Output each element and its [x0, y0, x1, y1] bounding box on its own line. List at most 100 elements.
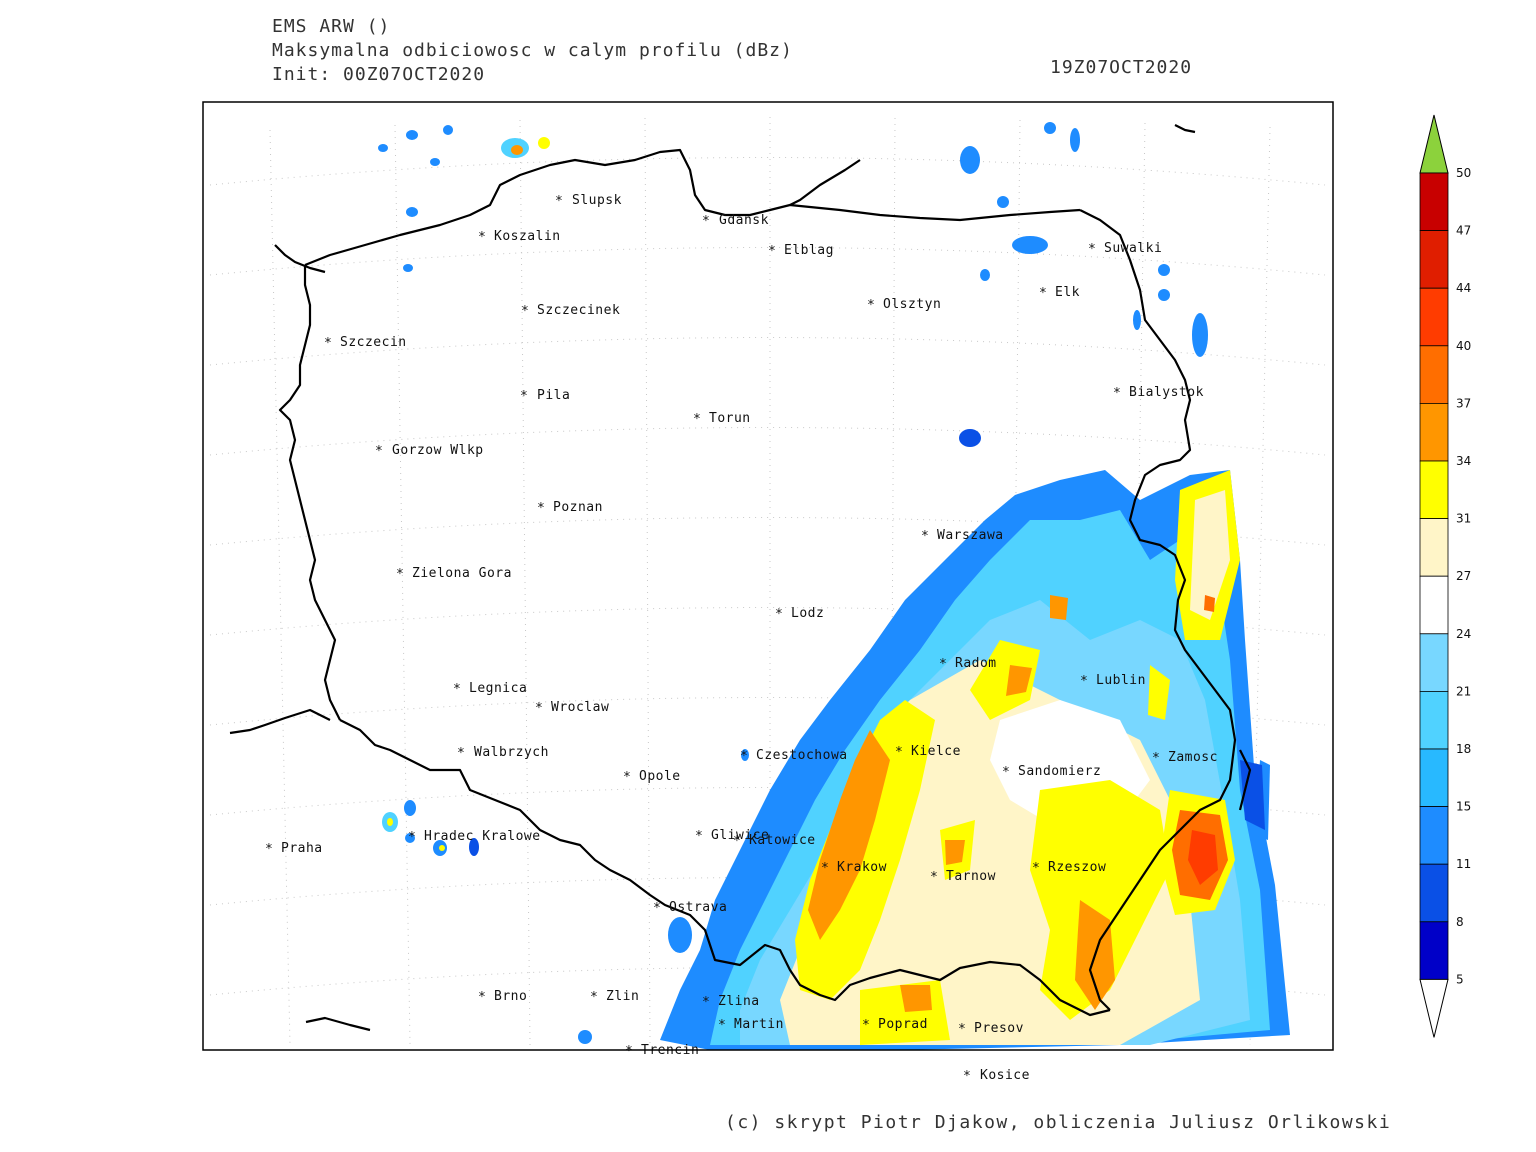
city-marker-sandomierz: * Sandomierz [1002, 764, 1101, 780]
svg-text:Poznan: Poznan [553, 500, 603, 515]
city-marker-opole: * Opole [623, 769, 681, 785]
reflectivity-field [660, 470, 1290, 1050]
city-marker-bialystok: * Bialystok [1113, 385, 1204, 401]
svg-text:Szczecin: Szczecin [340, 335, 407, 350]
svg-text:*: * [623, 770, 631, 785]
colorbar-segment [1419, 921, 1449, 980]
svg-text:*: * [768, 244, 776, 259]
svg-text:Koszalin: Koszalin [494, 229, 561, 244]
svg-text:Walbrzych: Walbrzych [474, 745, 549, 760]
svg-text:Kielce: Kielce [911, 744, 961, 759]
colorbar-tick-label: 37 [1456, 396, 1471, 410]
scattered-cells [378, 122, 1208, 1044]
city-marker-walbrzych: * Walbrzych [457, 745, 549, 761]
borders [229, 124, 1252, 1032]
colorbar-tick-label: 24 [1456, 627, 1471, 641]
svg-text:*: * [408, 830, 416, 845]
city-marker-lublin: * Lublin [1080, 673, 1145, 689]
colorbar-tick-label: 27 [1456, 569, 1471, 583]
svg-text:Zielona Gora: Zielona Gora [412, 566, 512, 581]
svg-text:*: * [1152, 751, 1160, 766]
city-marker-presov: * Presov [958, 1021, 1023, 1037]
svg-text:*: * [324, 336, 332, 351]
city-marker-pila: * Pila [520, 388, 570, 404]
city-marker-olsztyn: * Olsztyn [867, 297, 941, 313]
colorbar-segment [1419, 691, 1449, 750]
city-marker-radom: * Radom [939, 656, 997, 672]
map-area: * Slupsk * Gdansk * Koszalin * Elblag * Suwal… [203, 102, 1333, 1050]
colorbar-tick-label: 21 [1456, 684, 1471, 698]
svg-text:Suwalki: Suwalki [1104, 241, 1162, 256]
svg-text:*: * [1002, 765, 1010, 780]
city-marker-zlin: * Zlin [590, 989, 639, 1005]
svg-text:Praha: Praha [281, 841, 323, 856]
svg-text:Gdansk: Gdansk [719, 213, 769, 228]
city-marker-tarnow: * Tarnow [930, 869, 995, 885]
svg-text:Hradec Kralowe: Hradec Kralowe [424, 829, 541, 844]
field-title: Maksymalna odbiciowosc w calym profilu (… [272, 40, 793, 61]
svg-text:Gliwice: Gliwice [711, 828, 769, 843]
svg-text:*: * [625, 1044, 633, 1059]
map-frame [202, 101, 1334, 1051]
city-marker-szczecinek: * Szczecinek [521, 303, 620, 319]
svg-text:Kosice: Kosice [980, 1068, 1030, 1083]
svg-text:*: * [702, 995, 710, 1010]
city-marker-ostrava: * Ostrava [653, 900, 727, 916]
svg-text:*: * [521, 304, 529, 319]
svg-text:Radom: Radom [955, 656, 997, 671]
svg-text:Opole: Opole [639, 769, 681, 784]
colorbar-tick-label: 8 [1456, 915, 1464, 929]
city-marker-poprad: * Poprad [862, 1017, 927, 1033]
colorbar: 50 47 44 40 37 34 31 27 24 21 18 15 11 8 5 [1419, 114, 1471, 1038]
svg-text:Rzeszow: Rzeszow [1048, 860, 1106, 875]
svg-text:Pila: Pila [537, 388, 570, 403]
city-marker-zlina: * Zlina [702, 994, 760, 1010]
valid-time: 19Z07OCT2020 [1050, 57, 1193, 78]
svg-text:*: * [958, 1022, 966, 1037]
colorbar-segment [1419, 806, 1449, 865]
city-marker-czestochowa: * Czestochowa [740, 748, 848, 764]
svg-text:*: * [478, 230, 486, 245]
city-marker-gdansk: * Gdansk [702, 213, 769, 229]
colorbar-over-triangle [1419, 114, 1449, 174]
svg-text:Torun: Torun [709, 411, 751, 426]
svg-text:Zlina: Zlina [718, 994, 760, 1009]
colorbar-tick-label: 15 [1456, 800, 1471, 814]
city-labels: * Slupsk * Gdansk * Koszalin * Elblag * Suwal… [265, 193, 1217, 1037]
svg-text:Bialystok: Bialystok [1129, 385, 1204, 400]
svg-text:Katowice: Katowice [749, 833, 816, 848]
city-marker-katowice: * Katowice [733, 833, 816, 849]
svg-text:Lodz: Lodz [791, 606, 824, 621]
city-marker-kosice: * Kosice [963, 1068, 1030, 1084]
city-marker-krakow: * Krakow [821, 860, 886, 876]
svg-text:*: * [265, 842, 273, 857]
svg-text:Ostrava: Ostrava [669, 900, 727, 915]
svg-text:Elblag: Elblag [784, 243, 834, 258]
colorbar-tick-label: 34 [1456, 454, 1471, 468]
svg-text:*: * [821, 861, 829, 876]
svg-text:Wroclaw: Wroclaw [551, 700, 609, 715]
svg-text:Czestochowa: Czestochowa [756, 748, 848, 763]
svg-text:*: * [693, 412, 701, 427]
city-marker-zielona-gora: * Zielona Gora [396, 566, 512, 582]
colorbar-segment [1419, 575, 1449, 635]
colorbar-segment [1419, 518, 1449, 577]
svg-text:*: * [930, 870, 938, 885]
svg-text:*: * [1039, 286, 1047, 301]
svg-text:*: * [733, 834, 741, 849]
colorbar-segment [1419, 345, 1449, 404]
svg-text:*: * [921, 529, 929, 544]
city-marker-elk: * Elk [1039, 285, 1080, 301]
colorbar-segment [1419, 287, 1449, 347]
colorbar-tick-label: 5 [1456, 972, 1464, 986]
init-time: Init: 00Z07OCT2020 [272, 64, 486, 85]
colorbar-tick-label: 31 [1456, 512, 1471, 526]
svg-text:Elk: Elk [1055, 285, 1080, 300]
city-marker-rzeszow: * Rzeszow [1032, 860, 1106, 876]
city-marker-szczecin: * Szczecin [324, 335, 407, 351]
colorbar-tick-label: 40 [1456, 339, 1471, 353]
city-marker-gliwice: * Gliwice [695, 828, 769, 844]
city-marker-slupsk: * Slupsk [555, 193, 621, 209]
svg-text:*: * [695, 829, 703, 844]
svg-text:Legnica: Legnica [469, 681, 527, 696]
